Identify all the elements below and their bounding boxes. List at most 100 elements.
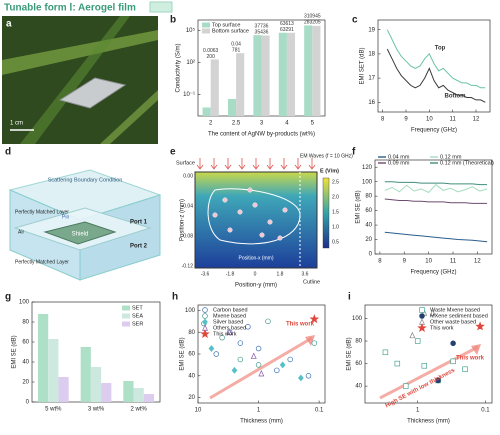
marker: [274, 367, 280, 374]
y-tick-label: 0: [26, 400, 30, 406]
bar: [143, 394, 155, 402]
marker: [403, 383, 409, 389]
bar: [133, 388, 144, 402]
marker: [255, 362, 262, 368]
x-tick-label: 2.5: [232, 121, 241, 127]
x-tick-label: 0: [254, 271, 257, 277]
y-tick-label: 60: [188, 352, 195, 358]
x-tick-label: 9: [404, 117, 408, 123]
marker: [414, 338, 421, 344]
y-tick-label: 20: [22, 380, 29, 386]
marker: [429, 309, 436, 316]
legend-label: Top surface: [212, 22, 240, 28]
bar: [58, 377, 69, 402]
y-tick-label: 60: [355, 361, 362, 367]
y-tick-label: 60: [365, 208, 372, 214]
legend-label: SET: [132, 305, 143, 311]
scale-label: 1 cm: [10, 121, 23, 127]
x-tick-label: 5 wt%: [45, 407, 62, 413]
y-tick-label: 80: [365, 194, 372, 200]
y-axis-label: Position-z (mm): [180, 199, 186, 241]
wave-arrow: [224, 158, 232, 170]
y-axis-label: Conductivity (S/m): [176, 43, 182, 92]
particle: [267, 219, 273, 225]
value-label: 37736: [255, 24, 269, 30]
particle: [252, 202, 258, 208]
y-tick-label: 10⁵: [186, 27, 196, 34]
plot-frame: [374, 159, 493, 255]
trend-arrow: [209, 336, 313, 400]
x-tick-label: 4: [285, 121, 289, 127]
marker: [450, 358, 456, 365]
legend-label: 0.12 mm: [440, 154, 462, 160]
x-tick-label: 1.8: [277, 271, 284, 277]
boundary-label: Scattering Boundary Condition: [48, 177, 123, 183]
colorbar-title: E (V/m): [320, 168, 339, 174]
x-tick-label: 11: [450, 259, 457, 265]
y-axis-label: EMI SET (dB): [360, 48, 366, 85]
x-tick-label: 1: [257, 408, 261, 414]
marker: [258, 369, 265, 377]
x-axis-label: Thickness (mm): [240, 419, 283, 425]
marker: [265, 318, 271, 325]
x-tick-label: 12: [474, 259, 481, 265]
marker: [202, 313, 208, 319]
air-label: Air: [18, 229, 24, 235]
y-tick-label: 10⁻¹: [183, 92, 195, 98]
legend-label: MXene sediment based: [430, 313, 488, 319]
marker: [213, 351, 219, 357]
x-tick-label: 8: [381, 117, 385, 123]
wave-arrow: [210, 158, 218, 170]
y-tick-label: -0.04: [182, 203, 194, 209]
y-tick-label: 0.00: [183, 173, 193, 179]
y-tick-label: 40: [22, 360, 29, 366]
legend-swatch: [122, 313, 130, 319]
bar: [227, 98, 237, 116]
bar: [304, 25, 313, 116]
x-tick-label: 10: [195, 408, 202, 414]
value-label: 283205: [304, 20, 321, 26]
y-tick-label: -0.12: [182, 263, 194, 269]
simulation: e Surface EM Waves (f = 10 GHz) E (V/m) …: [170, 147, 353, 289]
title-icon: [149, 1, 173, 13]
x-tick-label: 0.1: [481, 408, 490, 414]
panel-label: g: [5, 292, 11, 303]
diagram: d Scattering Boundary Condition Perfectl…: [5, 147, 162, 281]
particle: [247, 187, 253, 193]
y-tick-label: 17: [368, 76, 375, 82]
shield-label: Shield: [72, 232, 89, 238]
marker: [219, 334, 225, 341]
x-tick-label: 5: [311, 121, 315, 127]
y-tick-label: 16: [368, 100, 375, 106]
annotation: This work: [286, 322, 315, 328]
legend-label: SEA: [132, 313, 143, 319]
legend-label: 0.04 mm: [388, 154, 410, 160]
y-tick-label: 40: [188, 373, 195, 379]
particle: [259, 232, 265, 238]
trend-arrow-head: [471, 344, 481, 355]
bar: [48, 339, 59, 402]
cutline-label: Cutline: [303, 279, 320, 285]
plot-frame: [377, 19, 491, 113]
marker: [226, 328, 233, 335]
legend-swatch: [122, 305, 130, 311]
marker: [419, 307, 425, 313]
marker: [421, 363, 428, 369]
x-tick-label: 10: [426, 117, 433, 123]
y-tick-label: 40: [365, 223, 372, 229]
legend-label: Mxene based: [213, 313, 246, 319]
wave-arrow: [266, 158, 274, 170]
legend-label: Other waste based: [430, 319, 476, 325]
marker: [279, 361, 286, 369]
value-label: 0.0063: [203, 48, 219, 54]
panel-label: a: [6, 19, 12, 30]
marker: [208, 345, 215, 353]
wave-arrow: [238, 158, 246, 170]
x-tick-label: 3 wt%: [88, 407, 105, 413]
y-axis-label: EMI SE (dB): [180, 337, 186, 370]
y-axis-label: EMI SE (dB): [347, 337, 353, 370]
particle: [277, 235, 283, 241]
y-tick-label: 100: [185, 308, 196, 314]
bar: [236, 53, 245, 116]
panel-label: i: [348, 292, 351, 303]
